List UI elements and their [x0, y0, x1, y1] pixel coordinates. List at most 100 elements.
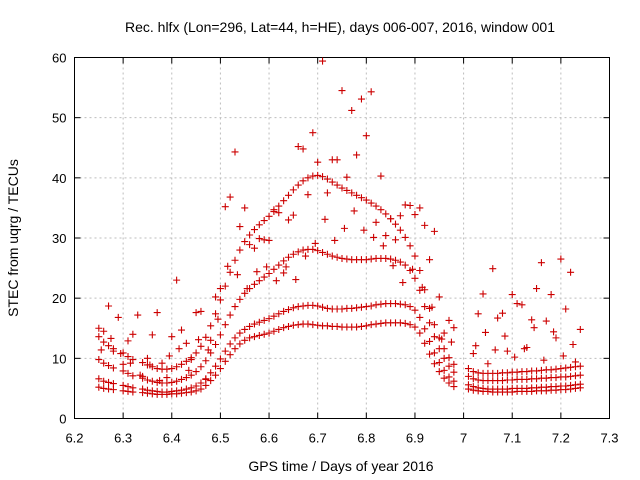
- data-point: [411, 306, 419, 314]
- data-point: [250, 333, 258, 341]
- data-point: [518, 301, 526, 309]
- data-point: [148, 331, 156, 339]
- data-point: [377, 319, 385, 327]
- data-point: [542, 317, 550, 325]
- data-point: [401, 233, 409, 241]
- x-tick-label: 6.9: [406, 431, 424, 446]
- data-point: [567, 381, 575, 389]
- data-point: [392, 256, 399, 264]
- data-point: [440, 374, 448, 382]
- data-point: [153, 365, 161, 373]
- data-point: [236, 340, 244, 348]
- data-point: [294, 143, 302, 151]
- x-tick-label: 6.3: [114, 431, 132, 446]
- data-point: [472, 342, 480, 350]
- data-point: [372, 202, 380, 210]
- data-point: [143, 386, 151, 394]
- y-tick-label: 40: [52, 171, 66, 186]
- data-point: [253, 268, 261, 276]
- data-point: [236, 246, 244, 254]
- data-point: [392, 300, 399, 308]
- data-point: [540, 356, 548, 364]
- data-point: [309, 172, 317, 180]
- data-point: [265, 212, 273, 220]
- data-point: [323, 175, 331, 183]
- data-point: [241, 325, 249, 333]
- data-point: [450, 360, 458, 368]
- data-point: [100, 338, 108, 346]
- data-point: [119, 381, 127, 389]
- data-point: [362, 132, 370, 140]
- data-point: [426, 319, 434, 327]
- data-point: [182, 385, 190, 393]
- data-point: [216, 331, 224, 339]
- data-point: [202, 357, 210, 365]
- data-point: [430, 321, 438, 329]
- data-point: [533, 375, 541, 383]
- data-point: [411, 252, 419, 260]
- data-point: [353, 323, 361, 331]
- data-point: [95, 375, 103, 383]
- x-tick-label: 6.7: [309, 431, 327, 446]
- data-point: [323, 322, 331, 330]
- y-tick-label: 0: [59, 412, 66, 427]
- data-point: [246, 231, 254, 239]
- data-point: [309, 245, 317, 253]
- data-point: [231, 345, 239, 353]
- data-point: [129, 356, 137, 364]
- data-point: [338, 184, 346, 192]
- data-point: [552, 383, 560, 391]
- data-point: [348, 304, 356, 312]
- data-point: [348, 106, 356, 114]
- data-point: [396, 258, 404, 266]
- data-point: [387, 255, 395, 263]
- data-points: [95, 57, 584, 398]
- data-point: [321, 215, 329, 223]
- data-point: [299, 302, 307, 310]
- data-point: [372, 320, 380, 328]
- data-point: [357, 95, 365, 103]
- data-point: [260, 330, 268, 338]
- data-point: [178, 326, 185, 334]
- data-point: [508, 376, 516, 384]
- x-tick-label: 7.2: [552, 431, 570, 446]
- data-point: [100, 384, 108, 392]
- data-point: [314, 158, 322, 166]
- data-point: [204, 346, 212, 354]
- data-point: [314, 171, 322, 179]
- data-point: [426, 350, 434, 358]
- data-point: [401, 261, 409, 269]
- data-point: [523, 375, 531, 383]
- data-point: [265, 329, 273, 337]
- data-point: [148, 377, 156, 385]
- data-point: [401, 201, 409, 209]
- data-point: [182, 357, 190, 365]
- data-point: [148, 387, 156, 395]
- data-point: [105, 342, 113, 350]
- data-point: [265, 269, 273, 277]
- data-point: [508, 291, 516, 299]
- data-point: [576, 325, 584, 333]
- data-point: [280, 197, 288, 205]
- data-point: [95, 333, 103, 341]
- data-point: [156, 377, 164, 385]
- data-point: [445, 362, 453, 370]
- data-point: [226, 268, 234, 276]
- data-point: [379, 242, 387, 250]
- data-point: [576, 371, 584, 379]
- data-point: [212, 362, 220, 370]
- data-point: [178, 360, 185, 368]
- data-point: [182, 339, 190, 347]
- data-point: [426, 256, 434, 264]
- data-point: [173, 276, 181, 284]
- data-point: [216, 296, 224, 304]
- data-point: [333, 253, 341, 261]
- data-point: [282, 263, 290, 271]
- data-point: [289, 186, 297, 194]
- data-point: [435, 368, 443, 376]
- data-point: [255, 277, 263, 285]
- x-axis-tick-labels: 6.2 6.3 6.4 6.5 6.6 6.7 6.8 6.9 7 7.1 7.2 7.3: [65, 431, 618, 446]
- data-point: [95, 383, 103, 391]
- data-point: [409, 265, 417, 273]
- data-point: [396, 319, 404, 327]
